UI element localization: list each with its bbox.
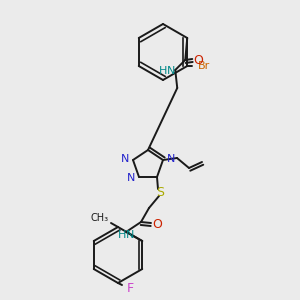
Text: O: O [152, 218, 162, 232]
Text: N: N [121, 154, 129, 164]
Text: F: F [126, 281, 134, 295]
Text: Br: Br [198, 61, 210, 71]
Text: N: N [126, 230, 134, 240]
Text: N: N [167, 66, 176, 76]
Text: S: S [156, 187, 164, 200]
Text: H: H [159, 66, 167, 76]
Text: O: O [193, 55, 203, 68]
Text: H: H [118, 230, 126, 240]
Text: CH₃: CH₃ [91, 213, 109, 223]
Text: N: N [127, 173, 135, 183]
Text: N: N [167, 154, 175, 164]
